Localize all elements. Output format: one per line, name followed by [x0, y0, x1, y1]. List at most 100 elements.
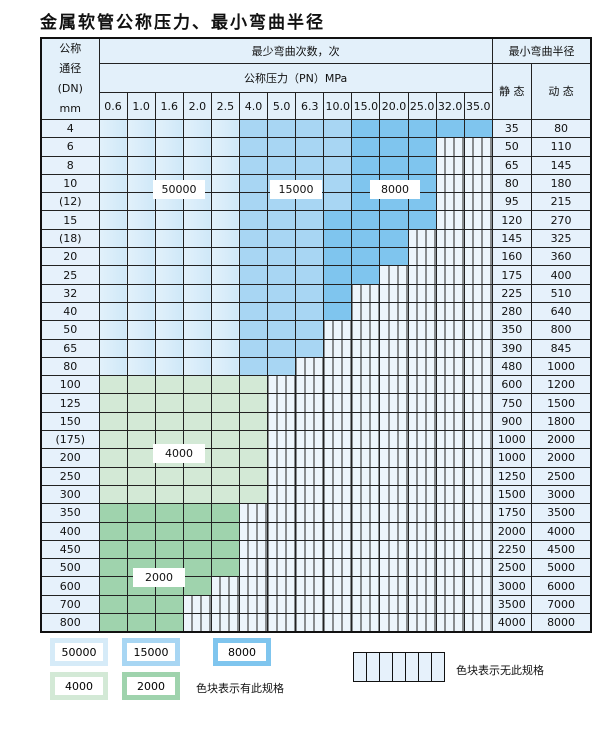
available-cell: [126, 430, 156, 450]
pressure-col-header: 32.0: [435, 92, 465, 120]
available-cell: [154, 466, 184, 486]
unavailable-cell: [267, 411, 297, 432]
unavailable-cell: [407, 576, 437, 596]
table-row: 4 35 80: [40, 118, 592, 139]
dn-cell: 700: [40, 594, 100, 615]
dn-cell: 500: [40, 558, 100, 578]
dn-cell: (175): [40, 430, 100, 450]
unavailable-cell: [267, 393, 297, 413]
available-cell: [295, 155, 325, 175]
available-cell: [98, 192, 128, 212]
pressure-col-header: 5.0: [267, 92, 297, 120]
available-cell: [154, 503, 184, 523]
available-cell: [267, 301, 297, 322]
dynamic-radius-cell: 325: [530, 228, 592, 249]
static-header: 静 态: [491, 63, 532, 120]
dynamic-radius-cell: 2000: [530, 448, 592, 468]
available-cell: [126, 393, 156, 413]
available-cell: [295, 338, 325, 358]
unavailable-cell: [323, 503, 353, 523]
static-radius-cell: 145: [491, 228, 532, 249]
available-cell: [210, 393, 240, 413]
available-cell: [98, 448, 128, 468]
dynamic-radius-cell: 1000: [530, 356, 592, 377]
unavailable-cell: [182, 613, 212, 633]
unavailable-cell: [463, 247, 493, 267]
available-cell: [295, 228, 325, 249]
dn-cell: 300: [40, 484, 100, 505]
available-cell: [379, 155, 409, 175]
static-radius-cell: 900: [491, 411, 532, 432]
available-cell: [210, 411, 240, 432]
table-row: 15 120 270: [40, 210, 592, 230]
unavailable-cell: [210, 594, 240, 615]
available-cell: [238, 301, 269, 322]
available-cell: [407, 210, 437, 230]
unavailable-cell: [295, 356, 325, 377]
dn-cell: 100: [40, 375, 100, 395]
unavailable-cell: [463, 375, 493, 395]
unavailable-cell: [323, 356, 353, 377]
available-cell: [210, 118, 240, 139]
dynamic-radius-cell: 7000: [530, 594, 592, 615]
available-cell: [182, 338, 212, 358]
unavailable-cell: [407, 320, 437, 340]
available-cell: [98, 137, 128, 157]
available-cell: [238, 320, 269, 340]
available-cell: [238, 393, 269, 413]
unavailable-cell: [407, 393, 437, 413]
table-row: 700 3500 7000: [40, 594, 592, 615]
unavailable-cell: [463, 393, 493, 413]
available-cell: [351, 155, 381, 175]
available-cell: [154, 594, 184, 615]
unavailable-cell: [463, 576, 493, 596]
available-cell: [267, 320, 297, 340]
unavailable-cell: [407, 411, 437, 432]
available-cell: [267, 210, 297, 230]
dn-label-line: 公称: [59, 42, 82, 55]
available-cell: [126, 411, 156, 432]
dn-label-line: (DN): [57, 82, 83, 95]
static-radius-cell: 600: [491, 375, 532, 395]
available-cell: [182, 320, 212, 340]
table-row: 20 160 360: [40, 247, 592, 267]
available-cell: [182, 247, 212, 267]
table-row: 65 390 845: [40, 338, 592, 358]
available-cell: [210, 283, 240, 303]
dynamic-radius-cell: 4000: [530, 521, 592, 541]
dn-cell: 80: [40, 356, 100, 377]
available-cell: [126, 155, 156, 175]
available-cell: [238, 228, 269, 249]
available-cell: [126, 210, 156, 230]
unavailable-cell: [351, 338, 381, 358]
table-row: 80 480 1000: [40, 356, 592, 377]
available-cell: [98, 594, 128, 615]
static-radius-cell: 160: [491, 247, 532, 267]
unavailable-cell: [379, 613, 409, 633]
available-cell: [126, 265, 156, 285]
dn-label-line: 通径: [59, 62, 82, 75]
available-cell: [98, 411, 128, 432]
available-cell: [351, 265, 381, 285]
available-cell: [267, 137, 297, 157]
table-row: 8 65 145: [40, 155, 592, 175]
static-radius-cell: 50: [491, 137, 532, 157]
unavailable-cell: [182, 594, 212, 615]
static-radius-cell: 4000: [491, 613, 532, 633]
unavailable-cell: [407, 558, 437, 578]
table-row: 600 3000 6000: [40, 576, 592, 596]
unavailable-cell: [463, 539, 493, 560]
legend-value: 8000: [228, 645, 256, 659]
legend-value: 50000: [61, 645, 97, 659]
static-radius-cell: 1000: [491, 430, 532, 450]
unavailable-cell: [435, 521, 465, 541]
pressure-col-header: 35.0: [463, 92, 493, 120]
available-cell: [238, 265, 269, 285]
unavailable-cell: [323, 466, 353, 486]
available-cell: [154, 247, 184, 267]
table-row: 250 1250 2500: [40, 466, 592, 486]
available-cell: [323, 137, 353, 157]
unavailable-cell: [435, 173, 465, 194]
available-cell: [435, 118, 465, 139]
unavailable-cell: [463, 594, 493, 615]
